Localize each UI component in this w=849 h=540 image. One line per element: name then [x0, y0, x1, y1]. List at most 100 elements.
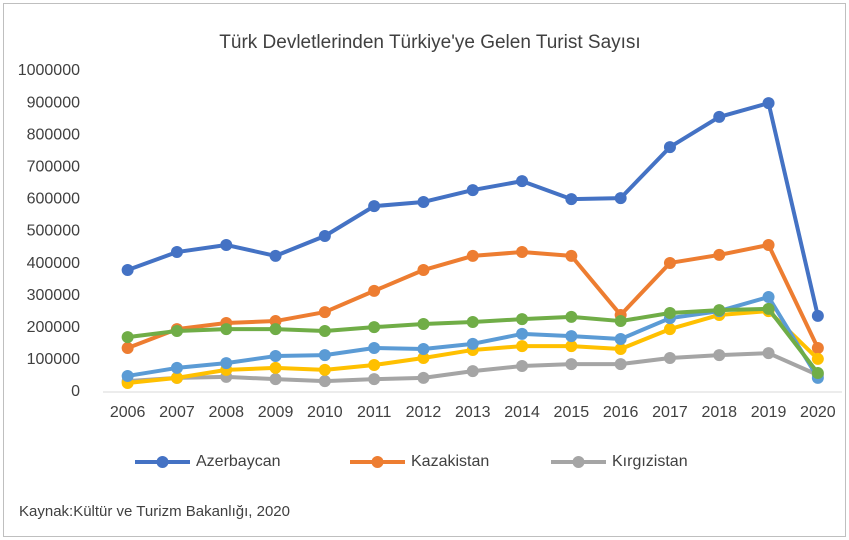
data-point	[663, 256, 676, 269]
data-point	[417, 371, 430, 384]
data-point	[121, 331, 134, 344]
data-point	[663, 141, 676, 154]
data-point	[466, 184, 479, 197]
y-tick-label: 500000	[27, 223, 80, 240]
x-tick-label: 2011	[357, 404, 392, 421]
data-point	[269, 323, 282, 336]
y-tick-label: 0	[71, 383, 80, 400]
data-point	[762, 97, 775, 110]
y-tick-label: 900000	[27, 94, 80, 111]
data-point	[269, 361, 282, 374]
data-point	[565, 310, 578, 323]
data-point	[269, 373, 282, 386]
data-point	[762, 238, 775, 251]
legend-label: Kırgızistan	[612, 453, 688, 470]
data-point	[368, 373, 381, 386]
data-point	[565, 358, 578, 371]
data-point	[220, 238, 233, 251]
data-point	[614, 358, 627, 371]
y-tick-label: 1000000	[18, 62, 80, 79]
x-tick-label: 2010	[307, 404, 343, 421]
data-point	[811, 309, 824, 322]
data-point	[170, 371, 183, 384]
data-point	[466, 365, 479, 378]
data-point	[368, 342, 381, 355]
data-point	[713, 349, 726, 362]
data-point	[663, 307, 676, 320]
data-point	[614, 315, 627, 328]
x-tick-label: 2008	[208, 404, 244, 421]
x-tick-label: 2014	[504, 404, 540, 421]
data-point	[121, 369, 134, 382]
data-point	[811, 367, 824, 380]
data-point	[516, 327, 529, 340]
data-point	[269, 350, 282, 363]
data-point	[614, 342, 627, 355]
data-point	[762, 347, 775, 360]
y-tick-label: 100000	[27, 351, 80, 368]
data-point	[614, 192, 627, 205]
data-point	[811, 342, 824, 355]
x-tick-label: 2006	[110, 404, 146, 421]
data-point	[614, 333, 627, 346]
data-point	[663, 323, 676, 336]
data-point	[417, 342, 430, 355]
data-point	[318, 306, 331, 319]
y-tick-label: 300000	[27, 287, 80, 304]
data-point	[368, 200, 381, 213]
data-point	[713, 248, 726, 261]
data-point	[121, 342, 134, 355]
data-point	[220, 323, 233, 336]
data-point	[516, 175, 529, 188]
data-point	[811, 352, 824, 365]
source-note: Kaynak:Kültür ve Turizm Bakanlığı, 2020	[19, 503, 290, 520]
legend-marker	[371, 456, 384, 468]
data-point	[516, 340, 529, 353]
x-tick-label: 2007	[159, 404, 195, 421]
legend-label: Azerbaycan	[196, 453, 281, 470]
data-point	[318, 375, 331, 388]
data-point	[713, 110, 726, 123]
data-point	[368, 284, 381, 297]
data-point	[417, 195, 430, 208]
data-point	[269, 249, 282, 262]
data-point	[318, 325, 331, 338]
data-point	[417, 264, 430, 277]
y-tick-label: 200000	[27, 319, 80, 336]
x-tick-label: 2019	[751, 404, 787, 421]
x-tick-label: 2015	[554, 404, 590, 421]
x-tick-label: 2020	[800, 404, 836, 421]
y-tick-label: 800000	[27, 126, 80, 143]
data-point	[466, 316, 479, 329]
x-tick-label: 2016	[603, 404, 639, 421]
data-point	[466, 337, 479, 350]
data-point	[220, 357, 233, 370]
data-point	[417, 351, 430, 364]
data-point	[170, 246, 183, 259]
x-tick-label: 2017	[652, 404, 688, 421]
y-tick-label: 700000	[27, 159, 80, 176]
data-point	[318, 349, 331, 362]
x-tick-label: 2009	[258, 404, 294, 421]
data-point	[466, 249, 479, 262]
x-tick-label: 2012	[406, 404, 442, 421]
chart-title: Türk Devletlerinden Türkiye'ye Gelen Tur…	[219, 32, 640, 53]
legend-marker	[572, 456, 585, 468]
legend-label: Kazakistan	[411, 453, 489, 470]
data-point	[417, 317, 430, 330]
data-point	[516, 246, 529, 259]
data-point	[368, 321, 381, 334]
data-point	[713, 304, 726, 317]
data-point	[318, 363, 331, 376]
legend-marker	[156, 456, 169, 468]
data-point	[762, 290, 775, 303]
x-tick-label: 2018	[701, 404, 737, 421]
data-point	[368, 359, 381, 372]
data-point	[121, 264, 134, 277]
data-point	[663, 351, 676, 364]
data-point	[170, 361, 183, 374]
data-point	[565, 340, 578, 353]
x-tick-label: 2013	[455, 404, 491, 421]
data-point	[516, 359, 529, 372]
